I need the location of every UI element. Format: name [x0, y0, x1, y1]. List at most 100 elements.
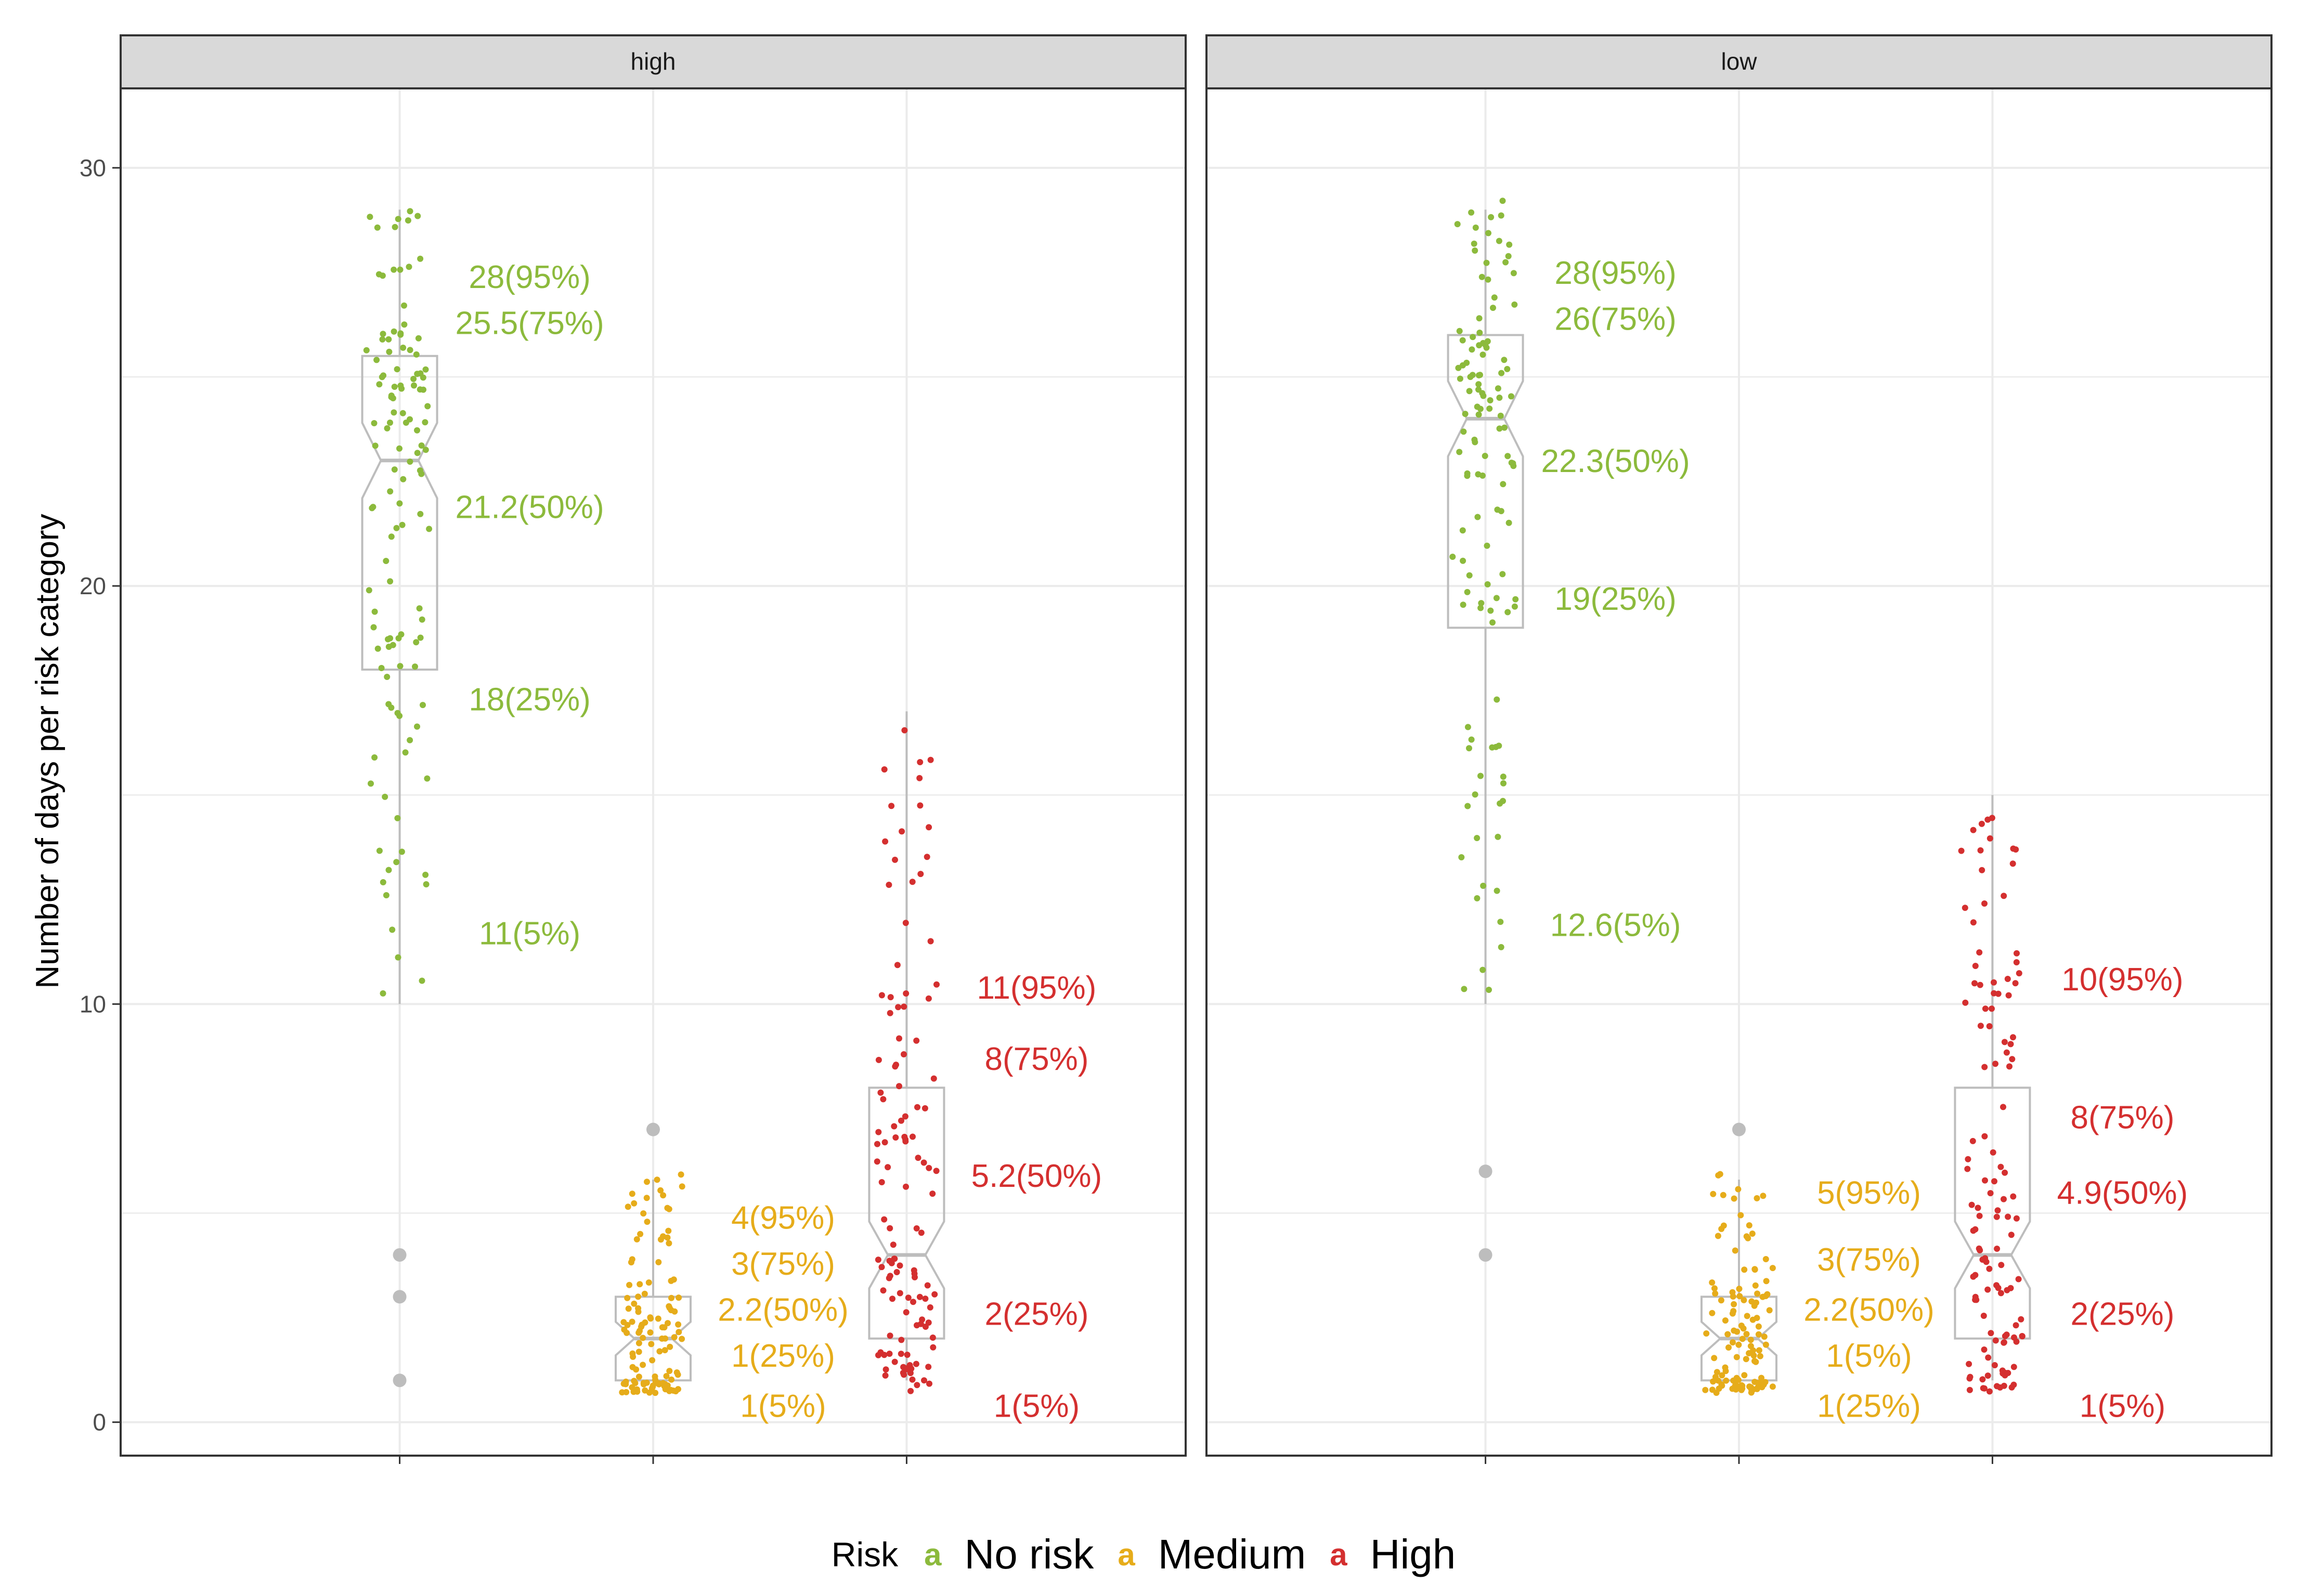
- data-point: [419, 977, 425, 984]
- data-point: [1972, 963, 1979, 969]
- data-point: [2004, 976, 2011, 982]
- data-point: [889, 1296, 895, 1302]
- data-point: [1472, 224, 1479, 231]
- data-point: [1456, 328, 1463, 334]
- data-point: [396, 713, 403, 719]
- data-point: [1987, 835, 1993, 842]
- data-point: [1498, 370, 1505, 376]
- data-point: [668, 1294, 674, 1301]
- data-point: [412, 663, 418, 670]
- data-point: [1469, 346, 1475, 353]
- box-group-medium: 4(95%) 3(75%) 2.2(50%) 1(25%) 1(5%): [615, 1122, 849, 1424]
- data-point: [2000, 1104, 2006, 1110]
- data-point: [372, 442, 379, 449]
- data-point: [1482, 453, 1488, 459]
- data-point: [1487, 607, 1494, 614]
- data-point: [665, 1320, 671, 1327]
- data-point: [917, 802, 924, 809]
- data-point: [909, 1376, 916, 1383]
- data-point: [1992, 1337, 1999, 1344]
- data-point: [417, 634, 424, 641]
- data-point: [373, 357, 380, 363]
- data-point: [1730, 1339, 1736, 1346]
- data-point: [1755, 1331, 1762, 1338]
- data-point: [1769, 1265, 1776, 1272]
- data-point: [1709, 1279, 1716, 1286]
- data-point: [927, 1304, 933, 1311]
- data-point: [892, 1063, 899, 1070]
- percentile-label: 8(75%): [984, 1041, 1088, 1077]
- data-point: [644, 1219, 651, 1225]
- data-point: [675, 1321, 682, 1328]
- data-point: [640, 1362, 646, 1368]
- data-point: [1511, 301, 1518, 308]
- data-point: [633, 1236, 640, 1242]
- data-point: [925, 1364, 932, 1370]
- data-point: [1762, 1293, 1769, 1299]
- data-point: [635, 1329, 642, 1336]
- data-point: [1962, 905, 1968, 911]
- panel-high: high 28(95%) 25.5(75%) 21.2(50%) 18(25%) 11(5…: [120, 34, 1187, 1464]
- data-point: [400, 476, 407, 482]
- data-point: [1504, 609, 1511, 616]
- data-point: [2010, 1364, 2017, 1370]
- data-point: [629, 1191, 635, 1197]
- data-point: [2005, 992, 2012, 999]
- data-point: [917, 759, 924, 765]
- data-point: [898, 1337, 905, 1343]
- percentile-label: 18(25%): [469, 682, 590, 717]
- percentile-label: 2(25%): [984, 1297, 1088, 1332]
- data-point: [1510, 270, 1517, 277]
- data-point: [1461, 986, 1468, 992]
- data-point: [1989, 1005, 1995, 1012]
- data-point: [1760, 1381, 1767, 1388]
- data-point: [903, 1183, 909, 1190]
- data-point: [1731, 1301, 1737, 1307]
- data-point: [916, 775, 923, 781]
- data-point: [1464, 588, 1471, 595]
- data-point: [1747, 1343, 1754, 1350]
- data-point: [1720, 1192, 1726, 1198]
- data-point: [881, 1216, 888, 1223]
- data-point: [1743, 1331, 1750, 1338]
- data-point: [921, 1377, 927, 1384]
- data-point: [1749, 1231, 1756, 1237]
- data-point: [1462, 411, 1469, 417]
- data-point: [401, 321, 408, 328]
- box-group-medium: 5(95%) 3(75%) 2.2(50%) 1(5%) 1(25%): [1700, 1122, 1935, 1424]
- data-point: [1470, 334, 1476, 341]
- data-point: [1746, 1350, 1752, 1356]
- data-point: [399, 521, 406, 528]
- data-point: [407, 737, 413, 743]
- data-point: [635, 1349, 642, 1355]
- data-point: [1731, 1327, 1737, 1334]
- panel-low: low 28(95%) 26(75%) 22.3(50%) 19(25%) 12.6(5%…: [1205, 34, 2273, 1464]
- data-point: [2007, 1041, 2014, 1048]
- data-point: [1980, 1313, 1987, 1319]
- data-point: [640, 1210, 647, 1217]
- data-point: [896, 1035, 902, 1042]
- data-point: [1456, 449, 1463, 455]
- data-point: [1460, 557, 1466, 564]
- data-point: [1477, 405, 1484, 412]
- data-point: [1712, 1290, 1719, 1297]
- data-point: [414, 723, 420, 730]
- data-point: [1755, 1380, 1761, 1386]
- data-point: [880, 1287, 887, 1294]
- legend-label-no-risk: No risk: [964, 1531, 1094, 1577]
- data-point: [399, 410, 406, 416]
- data-point: [1489, 619, 1496, 626]
- data-point: [655, 1315, 661, 1322]
- data-point: [666, 1240, 672, 1247]
- data-point: [1750, 1352, 1757, 1359]
- data-point: [397, 330, 404, 337]
- data-point: [1466, 388, 1473, 395]
- data-point: [1736, 1293, 1743, 1300]
- data-point: [881, 1139, 888, 1146]
- data-point: [2013, 1215, 2020, 1222]
- data-point: [673, 1369, 680, 1376]
- data-point: [1991, 979, 1997, 986]
- data-point: [903, 1366, 910, 1372]
- data-point: [1499, 571, 1506, 578]
- y-tick-label: 20: [80, 572, 106, 599]
